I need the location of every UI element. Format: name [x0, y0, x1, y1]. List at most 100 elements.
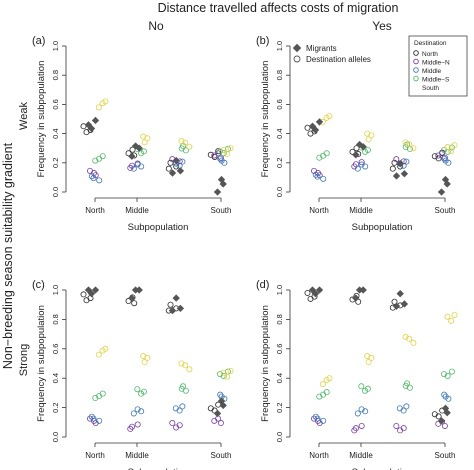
allele-point: [441, 155, 448, 162]
allele-point: [358, 383, 365, 390]
allele-point: [440, 146, 447, 153]
allele-point: [90, 175, 97, 182]
allele-point: [312, 171, 319, 178]
allele-point: [304, 124, 311, 131]
panel-c: (c) 0.0 0.2 0.4 0.6 0.8 1.0 Frequency in subpop…: [32, 279, 234, 470]
allele-point: [365, 359, 372, 366]
y-tick-label: 0.2: [275, 402, 284, 412]
allele-point: [186, 143, 193, 150]
x-tick-label: Middle: [349, 206, 373, 215]
y-axis-label: Frequency in subpopulation: [260, 61, 271, 178]
migrant-point: [128, 294, 136, 302]
migrant-point: [172, 294, 180, 302]
allele-point: [403, 158, 410, 165]
legend-item-label: Middle−S: [422, 77, 450, 84]
y-tick-label: 1.0: [275, 285, 284, 295]
allele-point: [320, 417, 327, 424]
row-label-strong: Strong: [18, 344, 30, 376]
allele-point: [102, 98, 109, 105]
y-tick-label: 0.8: [51, 314, 60, 324]
panel-tag: (a): [32, 35, 45, 47]
allele-point: [314, 173, 321, 180]
allele-point: [99, 390, 106, 397]
allele-point: [358, 161, 365, 168]
allele-point: [220, 150, 227, 157]
migrant-point: [131, 286, 140, 294]
allele-point: [307, 295, 314, 302]
allele-point: [216, 371, 223, 378]
allele-point: [141, 359, 148, 366]
allele-point: [402, 144, 409, 151]
allele-point: [178, 137, 185, 144]
allele-point: [354, 410, 361, 417]
allele-point: [441, 391, 448, 398]
allele-point: [444, 313, 451, 320]
migrant-point: [355, 140, 364, 149]
allele-point: [179, 403, 186, 410]
allele-point: [88, 173, 95, 180]
allele-point: [316, 154, 323, 161]
allele-point: [130, 410, 137, 417]
allele-point: [410, 339, 417, 346]
allele-point: [310, 167, 317, 174]
migrant-point: [213, 188, 222, 196]
x-tick-label: North: [309, 451, 329, 460]
allele-point: [140, 133, 147, 140]
allele-point: [90, 415, 97, 422]
allele-point: [358, 422, 365, 429]
allele-point: [391, 298, 398, 305]
migrant-point: [437, 188, 446, 196]
x-tick-label: Middle: [125, 206, 149, 215]
y-tick-label: 0.6: [275, 99, 284, 109]
allele-point: [406, 141, 413, 148]
migrant-point: [396, 289, 404, 298]
y-axis-label: Frequency in subpopulation: [260, 305, 271, 422]
y-tick-label: 0.6: [51, 99, 60, 109]
allele-point: [320, 175, 327, 182]
panel-a: (a) 0.0 0.2 0.4 0.6 0.8 1.0 Frequency in subpop…: [32, 35, 234, 233]
allele-point: [323, 389, 330, 396]
x-tick-label: South: [211, 206, 232, 215]
allele-point: [445, 395, 452, 402]
x-tick-label: North: [309, 206, 329, 215]
allele-point: [320, 152, 327, 159]
allele-point: [364, 385, 371, 392]
allele-point: [131, 300, 138, 307]
allele-point: [80, 291, 87, 298]
x-axis-label: Subpopulation: [352, 467, 413, 470]
migrant-point: [176, 304, 185, 313]
allele-point: [358, 159, 365, 166]
y-tick-label: 0.2: [275, 158, 284, 168]
row-label-weak: Weak: [18, 102, 30, 130]
allele-point: [400, 407, 407, 414]
allele-point: [92, 157, 99, 164]
legend-item-symbol: [413, 50, 419, 56]
allele-point: [178, 145, 185, 152]
migrant-point: [315, 118, 324, 126]
allele-point: [440, 371, 447, 378]
allele-point: [182, 139, 189, 146]
allele-point: [448, 317, 455, 324]
y-tick-label: 0.6: [51, 344, 60, 354]
allele-point: [178, 360, 185, 367]
allele-point: [96, 177, 103, 184]
legend-item-symbol: [413, 67, 419, 73]
allele-point: [304, 289, 311, 296]
allele-point: [134, 406, 141, 413]
legend-migrants-symbol: [292, 43, 302, 53]
y-tick-label: 1.0: [51, 285, 60, 295]
allele-point: [441, 422, 448, 429]
allele-point: [364, 130, 371, 137]
allele-point: [224, 373, 231, 380]
y-tick-label: 0.2: [51, 402, 60, 412]
panel-tag: (c): [32, 279, 45, 291]
x-tick-label: South: [435, 451, 456, 460]
migrant-point: [315, 286, 324, 294]
migrant-point: [352, 294, 360, 302]
allele-point: [173, 424, 180, 431]
legend-alleles-symbol: [293, 55, 301, 63]
allele-point: [186, 366, 193, 373]
y-tick-label: 0.6: [275, 344, 284, 354]
y-tick-label: 0.2: [51, 158, 60, 168]
